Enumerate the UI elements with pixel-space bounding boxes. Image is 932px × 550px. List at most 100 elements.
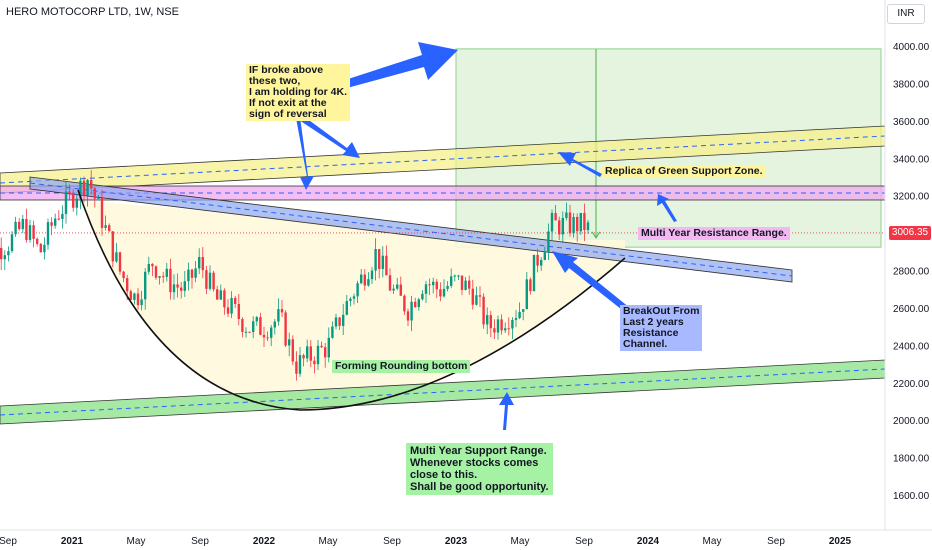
candle-body [331,326,334,338]
candle-body [352,296,356,299]
candle-body [154,266,158,278]
candle-body [460,275,464,291]
candle-body [414,301,417,308]
candle-body [208,272,212,289]
y-tick-label: 2400.00 [893,341,930,352]
candle-body [338,317,341,326]
x-tick-label: May [319,536,338,547]
candle-body [162,276,165,278]
rounding-bottom-curve [77,189,626,411]
candle-body [507,328,510,330]
candle-body [115,252,118,262]
candle-body [381,255,384,269]
candle-body [108,225,111,232]
arrow-to-4k [345,42,458,88]
candle-body [583,212,586,231]
candle-body [262,334,266,338]
candle-body [72,192,75,208]
ticker-title: HERO MOTOCORP LTD, 1W, NSE [6,6,179,18]
candle-body [219,290,222,300]
candle-body [54,218,57,226]
candle-body [306,346,309,359]
candle-body [97,197,100,199]
candle-body [428,284,431,286]
candle-body [363,274,366,286]
candle-body [478,295,482,297]
candle-body [190,269,194,278]
candle-body [64,191,68,214]
candle-body [252,321,255,333]
candle-body [104,225,107,228]
candle-body [18,221,21,230]
candle-body [342,314,345,326]
candle-body [410,301,413,321]
candle-body [360,274,363,284]
candle-body [57,218,60,220]
candle-body [334,317,338,327]
candle-body [572,216,575,234]
candle-body [187,269,190,282]
candle-body [46,222,50,245]
arrow-support [499,392,514,430]
x-tick-label: May [127,536,146,547]
candle-body [50,222,53,226]
x-axis: Sep 2021 May Sep 2022 May Sep 2023 May Sep 2024 May… [0,536,852,547]
candle-body [7,251,10,256]
y-tick-label: 3600.00 [893,117,930,128]
candle-body [32,225,35,239]
currency-selector[interactable]: INR [887,4,925,24]
candle-body [432,281,435,286]
candle-body [403,295,406,312]
candle-body [237,304,240,320]
candle-body [500,319,503,331]
candle-body [244,331,248,333]
y-tick-label: 2200.00 [893,379,930,390]
candle-body [216,289,219,300]
candle-body [435,281,438,290]
candle-body [226,307,230,314]
candle-body [406,311,410,321]
candle-body [183,281,186,291]
blue-channel [29,176,793,283]
candle-body [122,271,125,279]
candle-body [446,285,449,289]
candle-body [43,244,46,253]
y-tick-label: 3200.00 [893,192,930,203]
candle-body [558,220,561,235]
candle-body [320,345,323,348]
candle-body [291,339,294,362]
candle-body [194,268,197,278]
candle-body [0,247,3,260]
candle-body [169,268,172,293]
x-tick-label: May [703,536,722,547]
candle-body [230,298,233,314]
candle-body [136,293,140,306]
candle-body [511,319,514,329]
x-tick-label: Sep [575,536,593,547]
candle-body [378,249,381,269]
candle-body [79,180,82,199]
candle-body [255,317,258,322]
candle-body [316,345,320,365]
candle-body [309,346,312,361]
candle-body [525,279,528,310]
candle-body [140,299,143,306]
candle-body [295,361,298,374]
candle-body [547,231,550,253]
arrow-to-yellow-channel [299,115,360,158]
arrows-layer [296,42,677,430]
candle-body [201,256,204,271]
holding-note: IF broke above these two, I am holding f… [246,64,351,121]
support-note: Multi Year Support Range. Whenever stock… [406,443,553,495]
y-tick-label: 2600.00 [893,304,930,315]
candle-body [554,212,557,221]
candle-body [561,217,564,235]
candle-body [100,197,104,228]
candle-body [93,188,96,199]
candle-body [518,311,521,319]
candle-body [529,279,532,292]
candle-body [82,180,86,196]
candle-body [172,284,176,293]
candle-body [464,280,467,291]
